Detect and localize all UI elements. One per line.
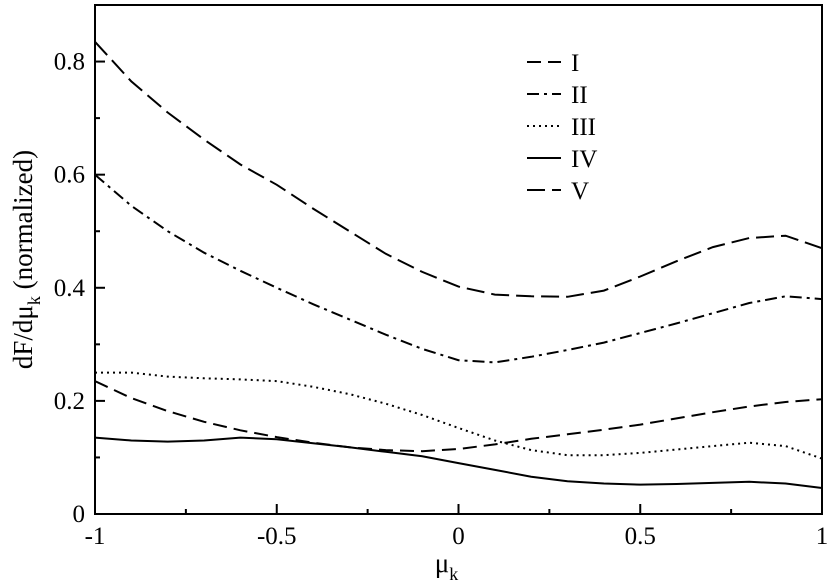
- x-axis-title-subscript: k: [449, 564, 458, 584]
- x-tick-label: -1: [85, 523, 106, 550]
- y-tick-label: 0.8: [54, 49, 85, 76]
- series-layer: [94, 41, 823, 489]
- series-line-IV: [94, 436, 823, 489]
- ticks-layer: -1 -0.5 0 0.5 1 0 0.2 0.4 0.6 0.8: [54, 4, 829, 550]
- x-tick-label: 0: [452, 523, 465, 550]
- legend-label-I: I: [571, 50, 579, 77]
- y-axis-title-suffix: (normalized): [8, 150, 38, 296]
- x-tick-label: -0.5: [257, 523, 297, 550]
- series-line-I: [94, 380, 823, 453]
- y-axis-title: dF/dμk (normalized): [8, 150, 44, 369]
- series-line-III: [95, 371, 823, 460]
- series-line-V: [94, 41, 823, 298]
- legend-label-IV: IV: [571, 146, 597, 173]
- y-tick-label: 0.2: [54, 388, 85, 415]
- y-axis-title-subscript: k: [24, 296, 44, 305]
- axis-titles: μk dF/dμk (normalized): [8, 150, 458, 584]
- y-tick-label: 0.4: [54, 275, 86, 302]
- x-axis-title: μk: [435, 548, 458, 584]
- y-axis-title-main: dF/dμ: [8, 305, 38, 369]
- legend-label-III: III: [571, 114, 596, 141]
- y-tick-label: 0.6: [54, 162, 85, 189]
- plot-frame: [94, 4, 823, 515]
- y-tick-label: 0: [73, 501, 86, 528]
- legend-label-V: V: [571, 178, 589, 205]
- x-tick-label: 1: [816, 523, 829, 550]
- legend-label-II: II: [571, 82, 588, 109]
- series-line-II: [94, 173, 823, 364]
- x-axis-title-main: μ: [435, 548, 449, 578]
- x-tick-label: 0.5: [625, 523, 656, 550]
